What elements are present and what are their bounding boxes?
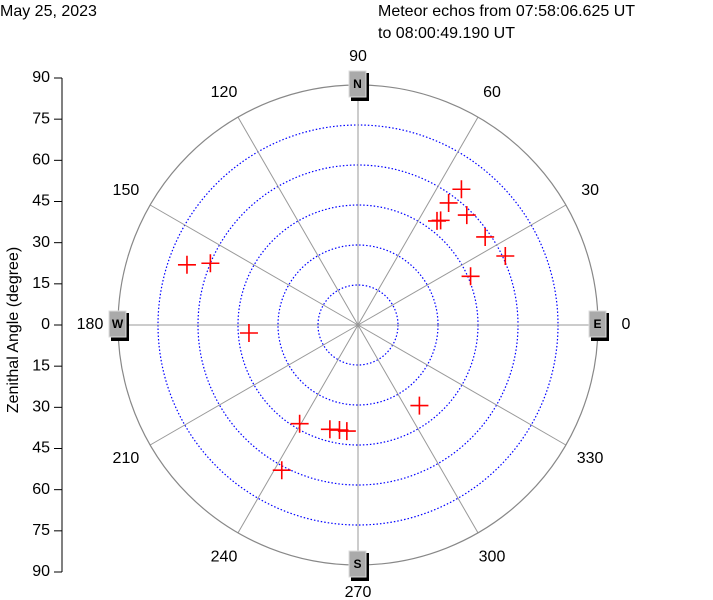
y-tick-label: 90: [32, 563, 50, 580]
meteor-echo: [272, 461, 291, 480]
theta-tick-label: 30: [581, 182, 599, 199]
theta-tick-label: 60: [483, 84, 501, 101]
y-tick-label: 30: [32, 234, 50, 251]
radial-grid-line: [357, 116, 479, 326]
theta-tick-label: 210: [113, 450, 140, 467]
y-tick-label: 75: [32, 110, 50, 127]
radial-grid-line: [357, 204, 567, 326]
radial-grid-line: [237, 116, 359, 326]
compass-label: E: [593, 317, 601, 331]
meteor-echo: [439, 193, 458, 212]
radial-grid-line: [149, 324, 359, 446]
meteor-echo: [177, 255, 196, 274]
meteor-echo: [239, 324, 258, 343]
y-tick-label: 30: [32, 399, 50, 416]
theta-tick-label: 150: [113, 182, 140, 199]
date: May 25, 2023: [0, 3, 97, 20]
theta-tick-label: 270: [345, 584, 372, 600]
chart-subtitle: to 08:00:49.190 UT: [378, 25, 515, 42]
y-axis-label: Zenithal Angle (degree): [5, 247, 22, 413]
y-tick-label: 15: [32, 357, 50, 374]
theta-tick-label: 90: [349, 48, 367, 65]
y-tick-label: 75: [32, 522, 50, 539]
y-tick-label: 60: [32, 152, 50, 169]
compass-box: [348, 550, 367, 578]
theta-tick-label: 240: [211, 548, 238, 565]
radial-grid-line: [357, 324, 479, 534]
compass-box: [348, 70, 367, 98]
theta-tick-label: 180: [77, 316, 104, 333]
compass-label: S: [353, 557, 361, 571]
y-tick-label: 60: [32, 481, 50, 498]
y-tick-label: 90: [32, 69, 50, 86]
meteor-echo: [290, 414, 309, 433]
meteor-echo: [330, 421, 349, 440]
y-tick-label: 15: [32, 275, 50, 292]
theta-tick-label: 330: [577, 450, 604, 467]
compass-box: [108, 310, 127, 338]
compass-box: [588, 310, 607, 338]
meteor-echo: [410, 396, 429, 415]
meteor-echo: [201, 254, 220, 273]
meteor-echo: [457, 206, 476, 225]
theta-tick-label: 120: [211, 84, 238, 101]
meteor-echo: [476, 227, 495, 246]
radial-grid-line: [149, 204, 359, 326]
theta-tick-label: 300: [479, 548, 506, 565]
meteor-echo: [452, 180, 471, 199]
compass-label: N: [353, 77, 362, 91]
y-tick-label: 45: [32, 440, 50, 457]
y-tick-label: 45: [32, 193, 50, 210]
chart-title: Meteor echos from 07:58:06.625 UT: [378, 3, 635, 20]
meteor-echo: [337, 422, 356, 441]
radial-grid-line: [357, 324, 567, 446]
y-tick-label: 0: [41, 316, 50, 333]
theta-tick-label: 0: [622, 316, 631, 333]
meteor-echo: [428, 211, 447, 230]
radial-grid-line: [237, 324, 359, 534]
meteor-echo: [496, 246, 515, 265]
compass-label: W: [112, 317, 124, 331]
meteor-echo: [461, 267, 480, 286]
